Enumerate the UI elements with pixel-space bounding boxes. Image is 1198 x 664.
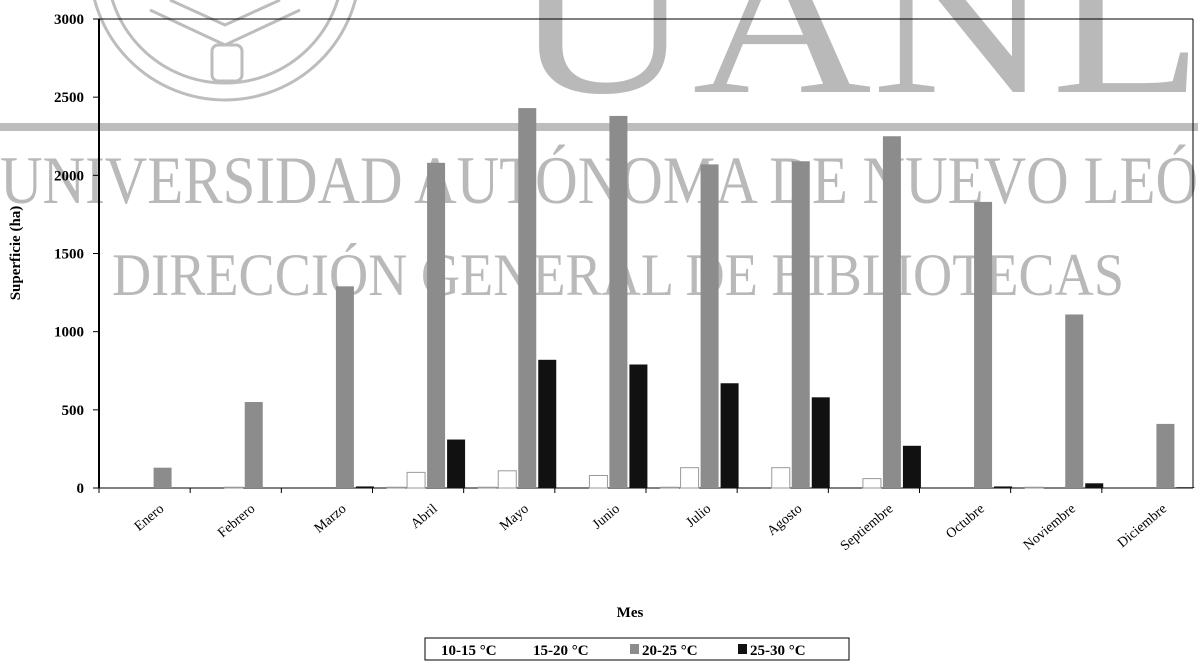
bar-3-octubre (974, 201, 993, 488)
bar-3-mayo (518, 108, 537, 489)
y-axis-title: Superficie (ha) (8, 206, 24, 301)
x-category-label: Febrero (215, 502, 258, 541)
legend-label: 10-15 °C (441, 643, 497, 659)
bar-3-diciembre (1156, 423, 1175, 488)
bar-4-mayo (538, 359, 557, 488)
y-tick-label: 1000 (54, 325, 84, 341)
bar-3-febrero (244, 402, 263, 488)
bar-4-octubre (994, 486, 1013, 488)
legend-label: 15-20 °C (533, 643, 589, 659)
x-category-label: Marzo (312, 502, 350, 537)
y-tick-label: 2000 (54, 168, 84, 184)
bar-2-mayo (497, 470, 517, 489)
x-category-label: Junio (590, 502, 623, 533)
bar-4-junio (629, 364, 648, 488)
bar-4-diciembre (1176, 487, 1195, 488)
x-category-label: Diciembre (1115, 502, 1170, 551)
y-tick-label: 0 (77, 481, 85, 497)
bar-3-septiembre (882, 136, 901, 488)
bars (153, 108, 1195, 489)
x-axis-categories: Enero Febrero Marzo Abril Mayo Junio Julio Agos… (98, 488, 1170, 554)
bar-4-marzo (355, 486, 374, 488)
x-category-label: Octubre (943, 502, 987, 542)
bar-3-junio (609, 115, 628, 488)
legend-swatch (738, 644, 747, 654)
bar-3-julio (700, 164, 719, 488)
x-category-label: Enero (132, 502, 167, 535)
y-tick-label: 1500 (54, 247, 84, 263)
y-axis-ticks: 0 500 1000 1500 2000 2500 3000 (54, 12, 99, 497)
bar-4-julio (720, 383, 739, 488)
bar-3-agosto (791, 161, 810, 488)
bar-1-noviembre (1024, 486, 1044, 489)
bar-3-abril (427, 162, 446, 488)
x-category-label: Noviembre (1021, 502, 1079, 554)
watermark: UANL UNIVERSIDAD AUTÓNOMA DE NUEVO LEÓ D… (0, 0, 1198, 308)
university-seal-watermark (93, 0, 357, 102)
legend-swatch (630, 644, 639, 654)
watermark-line-1: UNIVERSIDAD AUTÓNOMA DE NUEVO LEÓ (0, 142, 1198, 218)
x-axis-title: Mes (617, 605, 644, 621)
y-tick-label: 500 (62, 403, 85, 419)
x-category-label: Septiembre (838, 502, 896, 554)
bar-2-febrero (224, 486, 244, 489)
legend-label: 25-30 °C (750, 643, 806, 659)
bar-2-abril (406, 471, 426, 489)
bar-4-septiembre (902, 445, 921, 488)
bar-2-agosto (771, 467, 791, 489)
x-category-label: Abril (408, 502, 440, 533)
legend: 10-15 °C 15-20 °C 20-25 °C 25-30 °C (424, 637, 850, 661)
bar-3-marzo (335, 286, 354, 488)
bar-2-septiembre (862, 478, 882, 489)
x-category-label: Mayo (497, 502, 532, 534)
bar-3-noviembre (1065, 314, 1084, 488)
bar-1-julio (660, 486, 680, 489)
legend-label: 20-25 °C (642, 643, 698, 659)
y-tick-label: 3000 (54, 12, 84, 28)
bar-2-junio (588, 474, 608, 489)
bar-1-mayo (477, 486, 497, 489)
y-tick-label: 2500 (54, 90, 84, 106)
watermark-divider (0, 123, 1198, 131)
x-category-label: Julio (684, 502, 715, 531)
bar-1-abril (386, 486, 406, 489)
bar-4-agosto (811, 397, 830, 488)
watermark-big-letters: UANL (513, 0, 1198, 138)
bar-4-noviembre (1085, 483, 1104, 488)
x-category-label: Agosto (765, 502, 806, 539)
bar-4-abril (447, 439, 466, 488)
bar-2-julio (680, 467, 700, 489)
bar-3-enero (153, 467, 172, 488)
